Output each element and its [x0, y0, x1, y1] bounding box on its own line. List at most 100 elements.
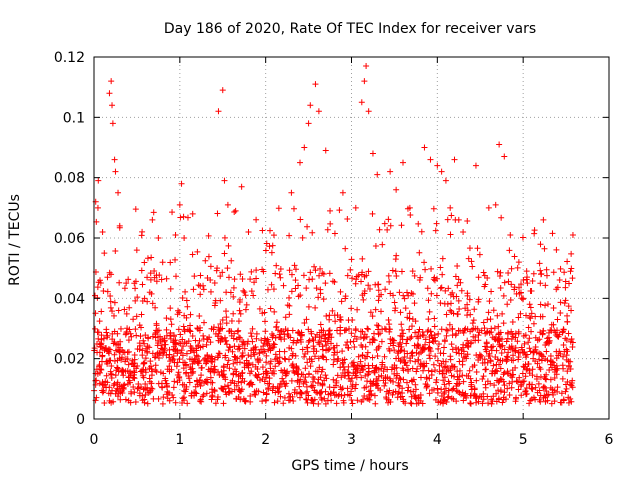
data-point: [321, 377, 328, 384]
data-point: [511, 253, 518, 260]
data-point: [404, 387, 411, 394]
data-point: [378, 372, 385, 379]
data-point: [91, 345, 98, 352]
data-point: [239, 275, 246, 282]
data-point: [292, 266, 299, 273]
data-point: [287, 393, 294, 400]
data-point: [360, 296, 367, 303]
data-point: [344, 272, 351, 279]
data-point: [442, 177, 449, 184]
data-point: [235, 334, 242, 341]
data-point: [553, 246, 560, 253]
data-point: [330, 352, 337, 359]
data-point: [133, 313, 140, 320]
data-point: [422, 266, 429, 273]
data-point: [182, 288, 189, 295]
data-point: [433, 275, 440, 282]
data-point: [266, 243, 273, 250]
data-point: [562, 284, 569, 291]
data-point: [106, 350, 113, 357]
data-point: [297, 159, 303, 166]
data-point: [512, 348, 519, 355]
data-point: [510, 352, 517, 359]
data-point: [315, 294, 322, 301]
data-point: [542, 342, 549, 349]
data-point: [355, 353, 362, 360]
data-point: [484, 316, 491, 323]
data-point: [547, 384, 554, 391]
data-point: [312, 81, 319, 88]
data-point: [168, 366, 175, 373]
data-point: [275, 205, 282, 212]
data-point: [426, 344, 433, 351]
data-point: [545, 301, 552, 308]
data-point: [305, 303, 312, 310]
data-point: [411, 300, 418, 307]
data-point: [395, 390, 402, 397]
data-point: [454, 282, 461, 289]
data-point: [183, 361, 190, 368]
data-point: [379, 359, 386, 366]
data-point: [484, 359, 491, 366]
data-point: [248, 333, 255, 340]
data-point: [413, 349, 420, 356]
data-point: [449, 363, 456, 370]
data-point: [522, 332, 529, 339]
data-point: [144, 298, 151, 305]
data-point: [475, 337, 482, 344]
data-point: [172, 256, 179, 263]
data-point: [269, 242, 276, 249]
data-point: [482, 281, 489, 288]
data-point: [443, 326, 450, 333]
data-point: [340, 363, 347, 370]
data-point: [179, 399, 186, 406]
data-point: [569, 231, 576, 238]
data-point: [536, 356, 543, 363]
data-point: [523, 312, 530, 319]
data-point: [281, 381, 288, 388]
data-point: [121, 306, 128, 313]
data-point: [526, 314, 533, 321]
data-point: [344, 215, 351, 222]
data-point: [251, 351, 258, 358]
data-point: [375, 297, 382, 304]
data-point: [211, 387, 218, 394]
data-point: [108, 78, 115, 85]
data-point: [210, 366, 217, 373]
data-point: [303, 390, 310, 397]
data-point: [480, 373, 487, 380]
data-point: [464, 218, 471, 225]
data-point: [100, 335, 107, 342]
data-point: [497, 269, 504, 276]
data-point: [107, 292, 114, 299]
data-point: [317, 265, 324, 272]
data-point: [280, 282, 287, 289]
data-point: [431, 315, 438, 322]
data-point: [466, 367, 473, 374]
data-point: [282, 314, 289, 321]
data-point: [398, 333, 405, 340]
data-point: [223, 341, 230, 348]
data-point: [286, 302, 293, 309]
data-point: [497, 388, 504, 395]
data-point: [338, 298, 345, 305]
data-point: [560, 353, 567, 360]
data-point: [353, 276, 360, 283]
data-point: [149, 300, 156, 307]
data-point: [292, 285, 299, 292]
data-point: [151, 274, 158, 281]
data-point: [183, 350, 190, 357]
data-point: [488, 370, 495, 377]
data-point: [323, 312, 330, 319]
data-point: [536, 396, 543, 403]
data-point: [202, 360, 209, 367]
data-point: [187, 328, 194, 335]
data-point: [527, 288, 534, 295]
data-point: [156, 272, 163, 279]
data-point: [270, 286, 277, 293]
data-point: [173, 363, 180, 370]
data-point: [308, 383, 315, 390]
data-point: [271, 341, 278, 348]
data-point: [457, 279, 464, 286]
data-point: [316, 272, 323, 279]
